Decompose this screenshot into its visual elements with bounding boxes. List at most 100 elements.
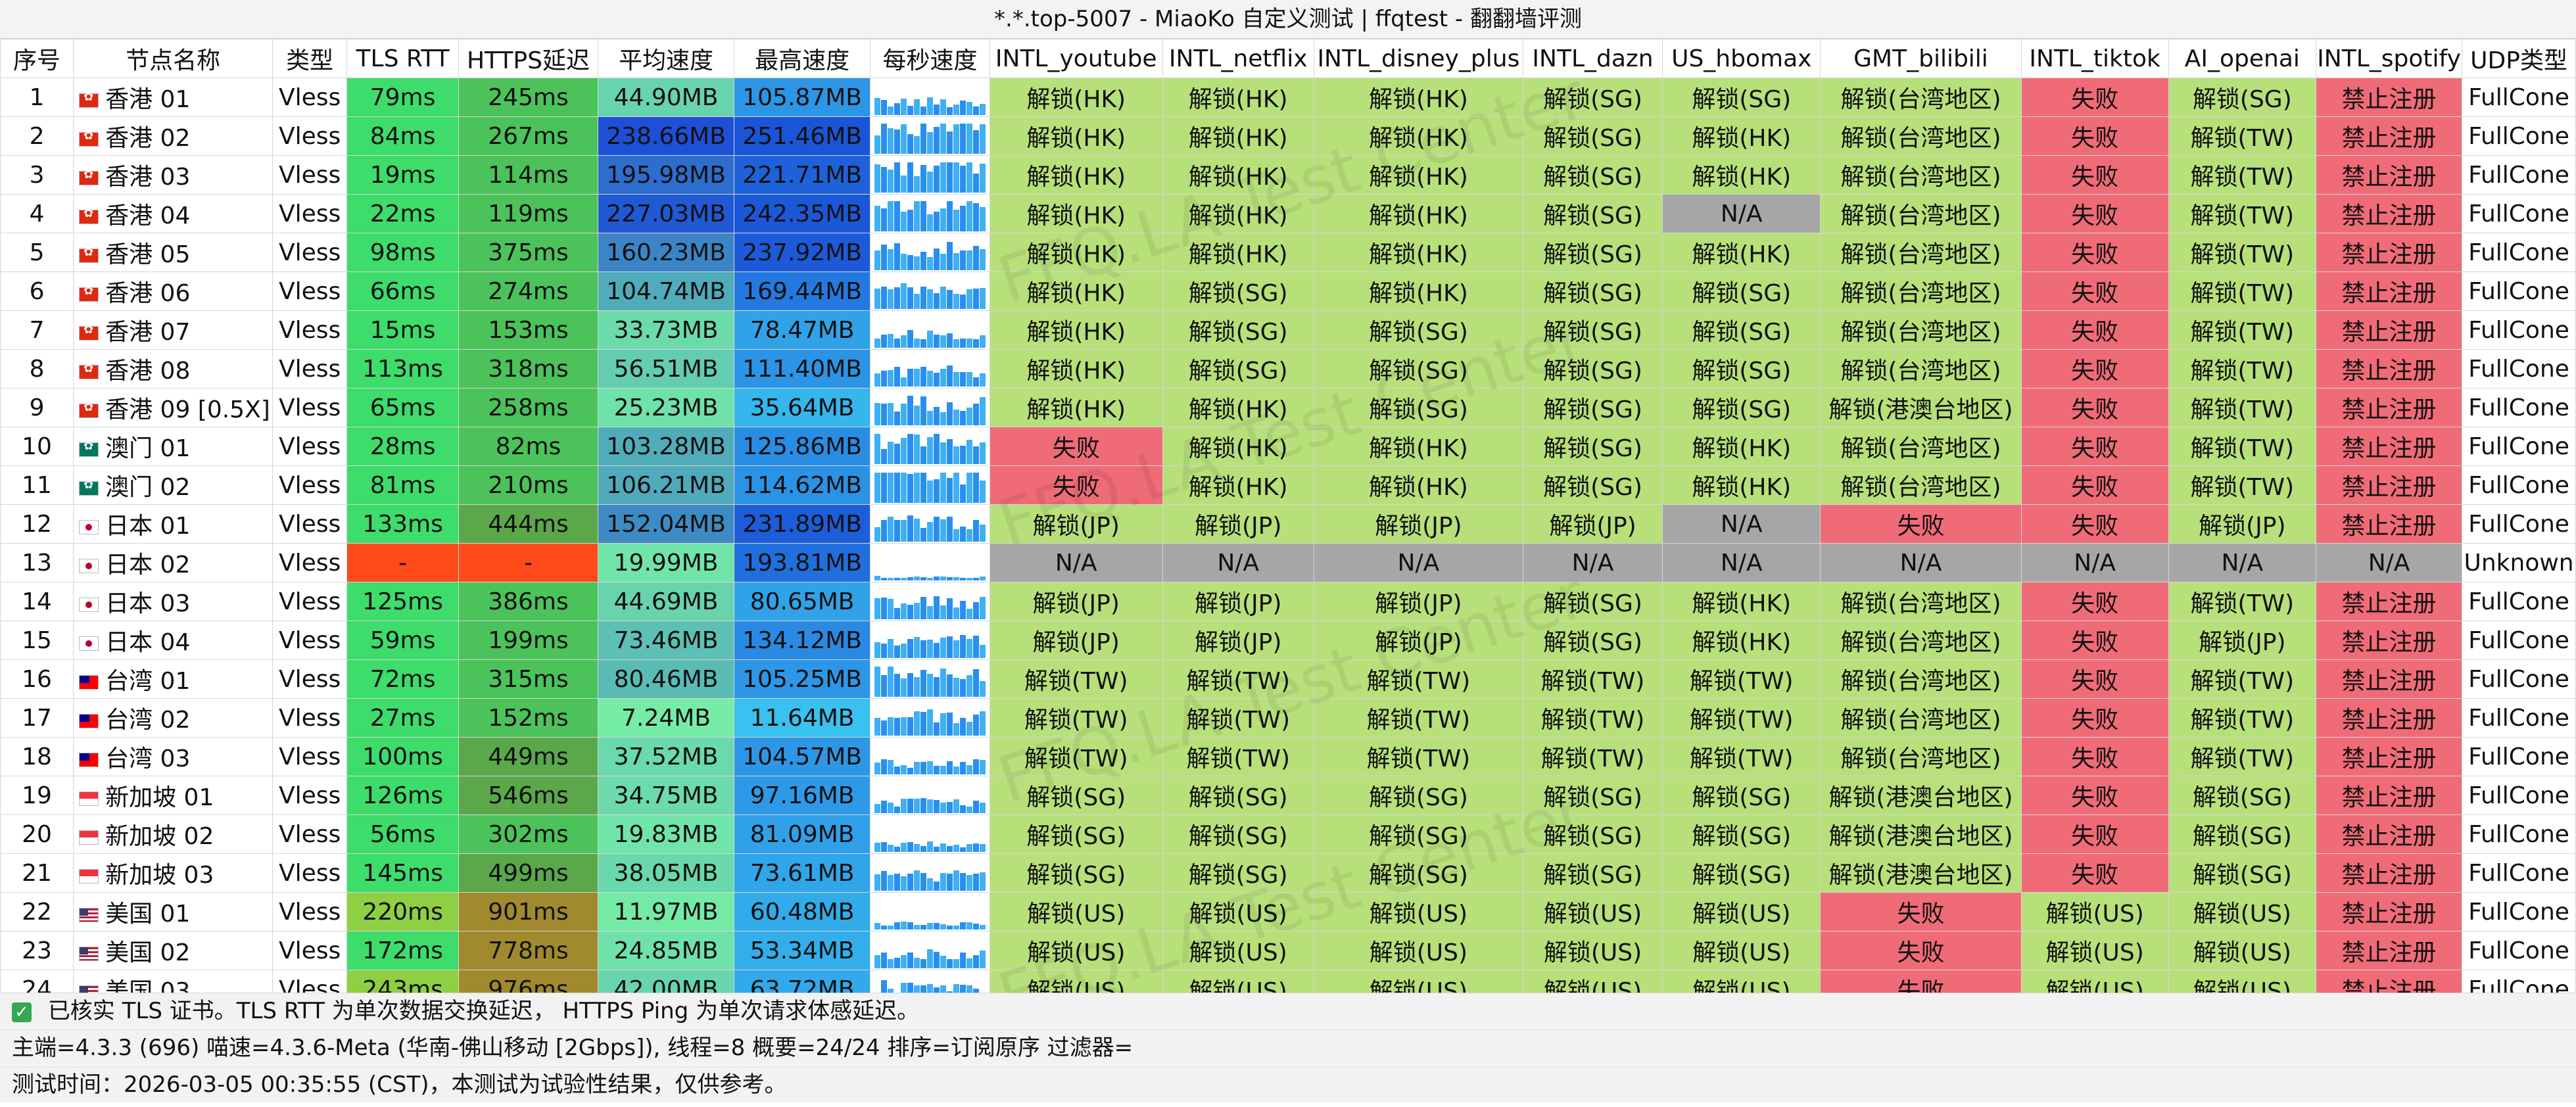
cell-index: 16 bbox=[0, 659, 74, 699]
speed-bar bbox=[894, 103, 900, 115]
speed-bar bbox=[907, 329, 913, 348]
column-header[interactable]: INTL_spotify bbox=[2315, 39, 2463, 78]
node-name-label: 香港 09 [0.5X] bbox=[105, 396, 270, 423]
column-header[interactable]: INTL_disney_plus bbox=[1313, 39, 1523, 78]
speed-bar bbox=[900, 603, 907, 619]
cell-dazn: 解锁(SG) bbox=[1522, 465, 1663, 505]
cell-hbomax: 解锁(US) bbox=[1662, 892, 1821, 931]
table-row[interactable]: 16 台湾 01 Vless 72ms 315ms 80.46MB 105.25MB 解锁(T… bbox=[0, 659, 2576, 699]
table-row[interactable]: 17 台湾 02 Vless 27ms 152ms 7.24MB 11.64MB 解锁(TW)… bbox=[0, 698, 2576, 738]
speed-bar bbox=[874, 135, 880, 154]
column-header[interactable]: HTTPS延迟 bbox=[458, 39, 599, 78]
speed-bar bbox=[887, 402, 894, 425]
column-header[interactable]: INTL_tiktok bbox=[2020, 39, 2169, 78]
column-header[interactable]: US_hbomax bbox=[1662, 39, 1821, 78]
cell-https-latency: 267ms bbox=[458, 116, 599, 156]
table-row[interactable]: 14 日本 03 Vless 125ms 386ms 44.69MB 80.65MB 解锁(J… bbox=[0, 582, 2576, 621]
speed-bar bbox=[959, 445, 966, 464]
cell-avg-speed: 104.74MB bbox=[598, 271, 735, 311]
cell-max-speed: 97.16MB bbox=[734, 776, 871, 815]
cell-tiktok: 失败 bbox=[2020, 78, 2169, 117]
table-row[interactable]: 11澳门 02Vless81ms210ms106.21MB114.62MB失败解… bbox=[0, 465, 2576, 505]
cell-index: 3 bbox=[0, 155, 74, 195]
column-header[interactable]: 类型 bbox=[272, 39, 348, 78]
speed-bar bbox=[966, 608, 972, 619]
speed-bar bbox=[926, 922, 933, 930]
column-header[interactable]: UDP类型 bbox=[2462, 39, 2576, 78]
cell-netflix: 解锁(SG) bbox=[1162, 271, 1314, 311]
column-header[interactable]: GMT_bilibili bbox=[1820, 39, 2022, 78]
column-header[interactable]: 序号 bbox=[0, 39, 74, 78]
cell-openai: 解锁(JP) bbox=[2168, 621, 2316, 660]
speed-bar bbox=[940, 123, 946, 154]
cell-tiktok: 失败 bbox=[2020, 659, 2169, 699]
speed-bar bbox=[953, 446, 959, 464]
cell-node-name: 新加坡 03 bbox=[73, 853, 274, 893]
table-row[interactable]: 12 日本 01 Vless 133ms 444ms 152.04MB 231.89MB 解锁… bbox=[0, 504, 2576, 544]
table-row[interactable]: 21 新加坡 03 Vless 145ms 499ms 38.05MB 73.61MB 解锁(… bbox=[0, 853, 2576, 893]
speed-bar bbox=[979, 373, 986, 387]
speed-bar bbox=[907, 209, 913, 231]
cell-tiktok: 失败 bbox=[2020, 271, 2169, 311]
cell-youtube: 解锁(HK) bbox=[989, 233, 1163, 272]
table-row[interactable]: 20 新加坡 02 Vless 56ms 302ms 19.83MB 81.09MB 解锁(S… bbox=[0, 814, 2576, 854]
cell-type: Vless bbox=[272, 931, 348, 970]
column-header[interactable]: TLS RTT bbox=[346, 39, 459, 78]
column-header[interactable]: 平均速度 bbox=[598, 39, 735, 78]
speed-bar bbox=[972, 130, 979, 154]
speed-bar bbox=[887, 369, 894, 387]
speed-bar bbox=[959, 165, 966, 193]
table-row[interactable]: 15 日本 04 Vless 59ms 199ms 73.46MB 134.12MB 解锁(J… bbox=[0, 621, 2576, 660]
column-header[interactable]: AI_openai bbox=[2168, 39, 2316, 78]
cell-type: Vless bbox=[272, 388, 348, 427]
cell-tls-rtt: 81ms bbox=[346, 465, 459, 505]
speed-bar bbox=[953, 472, 959, 503]
speed-bar bbox=[913, 676, 920, 697]
speed-bar bbox=[933, 596, 940, 619]
cell-hbomax: N/A bbox=[1662, 194, 1821, 233]
speed-bar bbox=[979, 576, 986, 580]
column-header[interactable]: 节点名称 bbox=[73, 39, 274, 78]
speed-bar bbox=[959, 922, 966, 930]
speed-bar bbox=[920, 472, 926, 503]
speed-bar bbox=[900, 954, 907, 968]
cell-hbomax: 解锁(SG) bbox=[1662, 853, 1821, 893]
cell-openai: 解锁(TW) bbox=[2168, 349, 2316, 389]
cell-node-name: 香港 08 bbox=[73, 349, 274, 389]
cell-bilibili: 失败 bbox=[1820, 931, 2022, 970]
table-row[interactable]: 22 美国 01 Vless 220ms 901ms 11.97MB 60.48MB 解锁(U… bbox=[0, 892, 2576, 931]
speed-bar bbox=[926, 289, 933, 309]
table-row[interactable]: 19 新加坡 01 Vless 126ms 546ms 34.75MB 97.16MB 解锁(… bbox=[0, 776, 2576, 815]
table-row[interactable]: 13 日本 02 Vless - -19.99MB 193.81MB N/A N/A N/A N/… bbox=[0, 543, 2576, 582]
cell-tiktok: 失败 bbox=[2020, 814, 2169, 854]
cell-node-name: 台湾 01 bbox=[73, 659, 274, 699]
cell-index: 17 bbox=[0, 698, 74, 738]
speed-bar bbox=[953, 577, 959, 580]
table-row[interactable]: 9 香港 09 [0.5X]Vless65ms258ms25.23MB35.64M… bbox=[0, 388, 2576, 427]
column-header[interactable]: 最高速度 bbox=[734, 39, 871, 78]
speed-bar bbox=[933, 765, 940, 774]
cell-netflix: 解锁(SG) bbox=[1162, 310, 1314, 350]
speed-bar bbox=[933, 799, 940, 813]
column-header[interactable]: 每秒速度 bbox=[870, 39, 990, 78]
speed-bar bbox=[874, 373, 880, 387]
cell-bilibili: N/A bbox=[1820, 543, 2022, 582]
column-header[interactable]: INTL_youtube bbox=[989, 39, 1163, 78]
table-row[interactable]: 18 台湾 03 Vless 100ms 449ms 37.52MB 104.57MB 解锁(… bbox=[0, 737, 2576, 776]
column-header[interactable]: INTL_netflix bbox=[1162, 39, 1314, 78]
speed-bar bbox=[900, 678, 907, 697]
table-row[interactable]: 10澳门 01Vless28ms82ms103.28MB125.86MB失败解锁… bbox=[0, 427, 2576, 466]
cell-index: 7 bbox=[0, 310, 74, 350]
speed-bar bbox=[959, 410, 966, 425]
speed-bar bbox=[874, 842, 880, 852]
column-header[interactable]: INTL_dazn bbox=[1522, 39, 1663, 78]
table-row[interactable]: 23 美国 02 Vless 172ms 778ms 24.85MB 53.34MB 解锁(U… bbox=[0, 931, 2576, 970]
